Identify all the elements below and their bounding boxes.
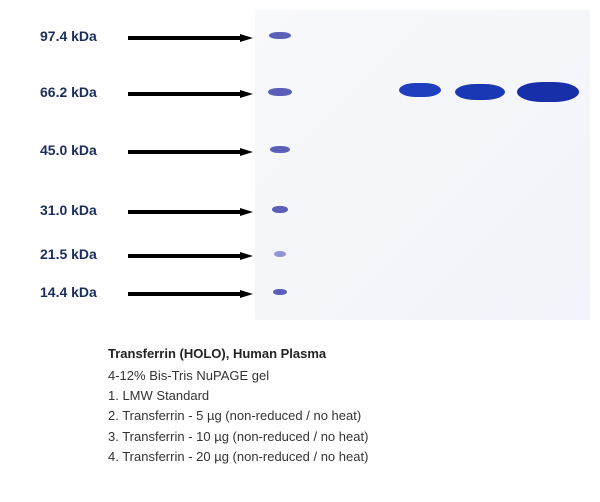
marker-label-66-2: 66.2 kDa bbox=[40, 84, 97, 100]
ladder-band-31-0 bbox=[272, 206, 288, 213]
ladder-band-97-4 bbox=[269, 32, 291, 39]
ladder-band-14-4 bbox=[273, 289, 287, 295]
gel-background bbox=[255, 10, 590, 320]
caption-line-1: 1. LMW Standard bbox=[108, 386, 368, 406]
sample-band-10ug bbox=[455, 84, 505, 100]
caption-title: Transferrin (HOLO), Human Plasma bbox=[108, 344, 368, 364]
marker-label-21-5: 21.5 kDa bbox=[40, 246, 97, 262]
ladder-band-66-2 bbox=[268, 88, 292, 96]
caption-line-gel: 4-12% Bis-Tris NuPAGE gel bbox=[108, 366, 368, 386]
marker-label-45-0: 45.0 kDa bbox=[40, 142, 97, 158]
marker-arrow-45-0 bbox=[128, 148, 253, 150]
caption-line-3: 3. Transferrin - 10 µg (non-reduced / no… bbox=[108, 427, 368, 447]
marker-arrow-14-4 bbox=[128, 290, 253, 292]
sample-band-5ug bbox=[399, 83, 441, 97]
caption-line-4: 4. Transferrin - 20 µg (non-reduced / no… bbox=[108, 447, 368, 467]
marker-arrow-21-5 bbox=[128, 252, 253, 254]
marker-arrow-31-0 bbox=[128, 208, 253, 210]
ladder-band-45-0 bbox=[270, 146, 290, 153]
ladder-band-21-5 bbox=[274, 251, 286, 257]
caption-line-2: 2. Transferrin - 5 µg (non-reduced / no … bbox=[108, 406, 368, 426]
marker-arrow-66-2 bbox=[128, 90, 253, 92]
marker-arrow-97-4 bbox=[128, 34, 253, 36]
caption-block: Transferrin (HOLO), Human Plasma 4-12% B… bbox=[108, 344, 368, 467]
marker-label-14-4: 14.4 kDa bbox=[40, 284, 97, 300]
sample-band-20ug bbox=[517, 82, 579, 102]
marker-label-31-0: 31.0 kDa bbox=[40, 202, 97, 218]
marker-label-97-4: 97.4 kDa bbox=[40, 28, 97, 44]
